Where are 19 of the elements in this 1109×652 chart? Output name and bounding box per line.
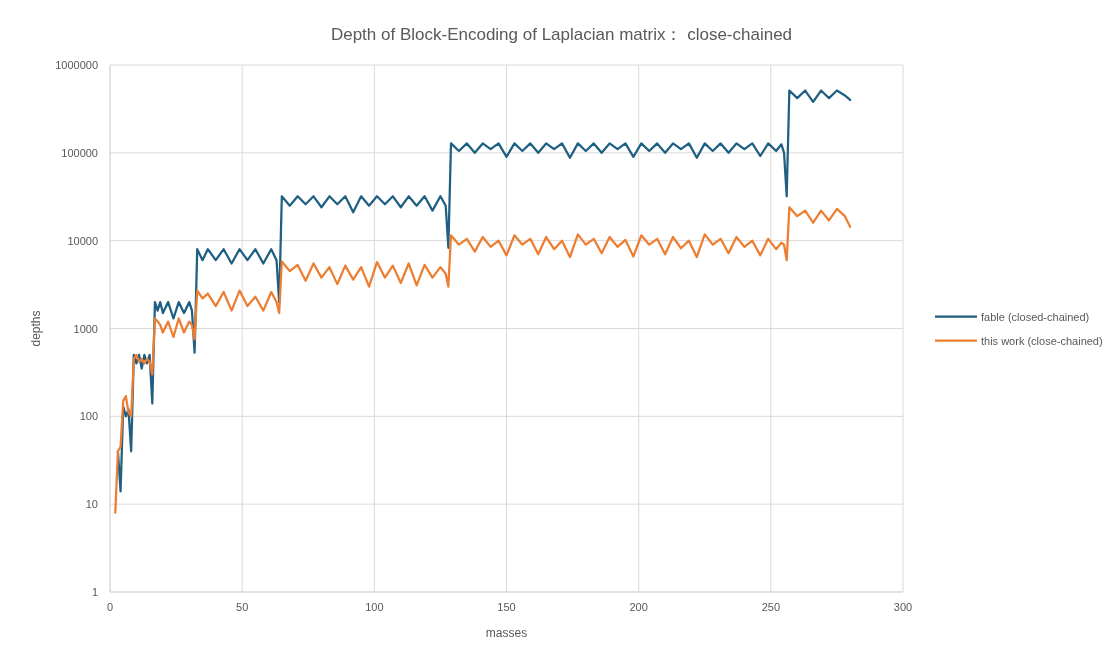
chart-title: Depth of Block-Encoding of Laplacian matrix： close-chained — [330, 25, 793, 44]
legend-label: fable (closed-chained) — [981, 310, 1090, 323]
x-tick-label: 100 — [365, 601, 384, 613]
x-axis-title: masses — [485, 626, 528, 640]
y-tick-label: 100 — [79, 410, 98, 423]
x-tick-label: 300 — [893, 601, 913, 613]
legend-label: this work (close-chained) — [981, 334, 1103, 347]
y-tick-label: 1000 — [73, 322, 98, 335]
y-tick-label: 10 — [85, 498, 98, 511]
y-axis-title: depths — [29, 310, 43, 347]
y-tick-label: 1000000 — [55, 59, 98, 71]
y-tick-label: 1 — [91, 586, 98, 598]
y-tick-label: 100000 — [61, 146, 98, 159]
y-tick-label: 10000 — [67, 234, 98, 247]
x-tick-label: 150 — [497, 601, 516, 613]
x-tick-label: 200 — [629, 601, 648, 613]
x-tick-label: 50 — [236, 601, 249, 613]
x-tick-label: 0 — [106, 601, 114, 613]
x-tick-label: 250 — [761, 601, 781, 613]
